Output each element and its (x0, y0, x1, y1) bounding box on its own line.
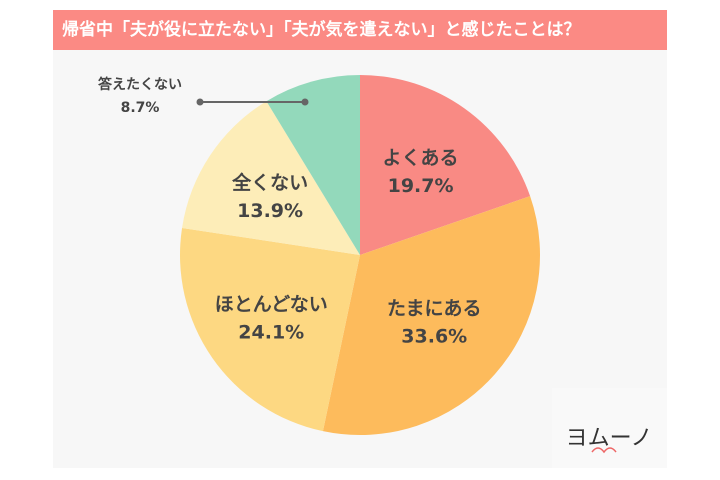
slice-label-never: 全くない (231, 171, 308, 194)
leader-dot-end (301, 98, 309, 106)
chart-title: 帰省中「夫が役に立たない」「夫が気を遣えない」と感じたことは？ (53, 10, 667, 50)
slice-value-no-answer: 8.7% (121, 100, 160, 116)
leader-dot-start (196, 98, 204, 106)
logo: ヨムーノ (566, 426, 653, 451)
pie-slice-no-answer (266, 75, 360, 255)
slice-label-no-answer: 答えたくない (98, 76, 182, 93)
slice-value-sometimes: 33.6% (401, 325, 467, 347)
slice-label-rarely: ほとんどない (215, 294, 328, 316)
slice-value-rarely: 24.1% (238, 322, 304, 344)
slice-value-often: 19.7% (388, 175, 454, 197)
pie-slice-rarely (180, 227, 360, 432)
slice-value-never: 13.9% (237, 200, 303, 222)
pie-slice-never (182, 101, 360, 255)
logo-wave-icon (591, 447, 617, 454)
pie-slice-sometimes (322, 196, 540, 435)
pie-slice-often (360, 75, 531, 255)
slice-label-sometimes: たまにある (387, 297, 481, 319)
slice-label-often: よくある (383, 147, 459, 169)
logo-area (552, 388, 667, 468)
